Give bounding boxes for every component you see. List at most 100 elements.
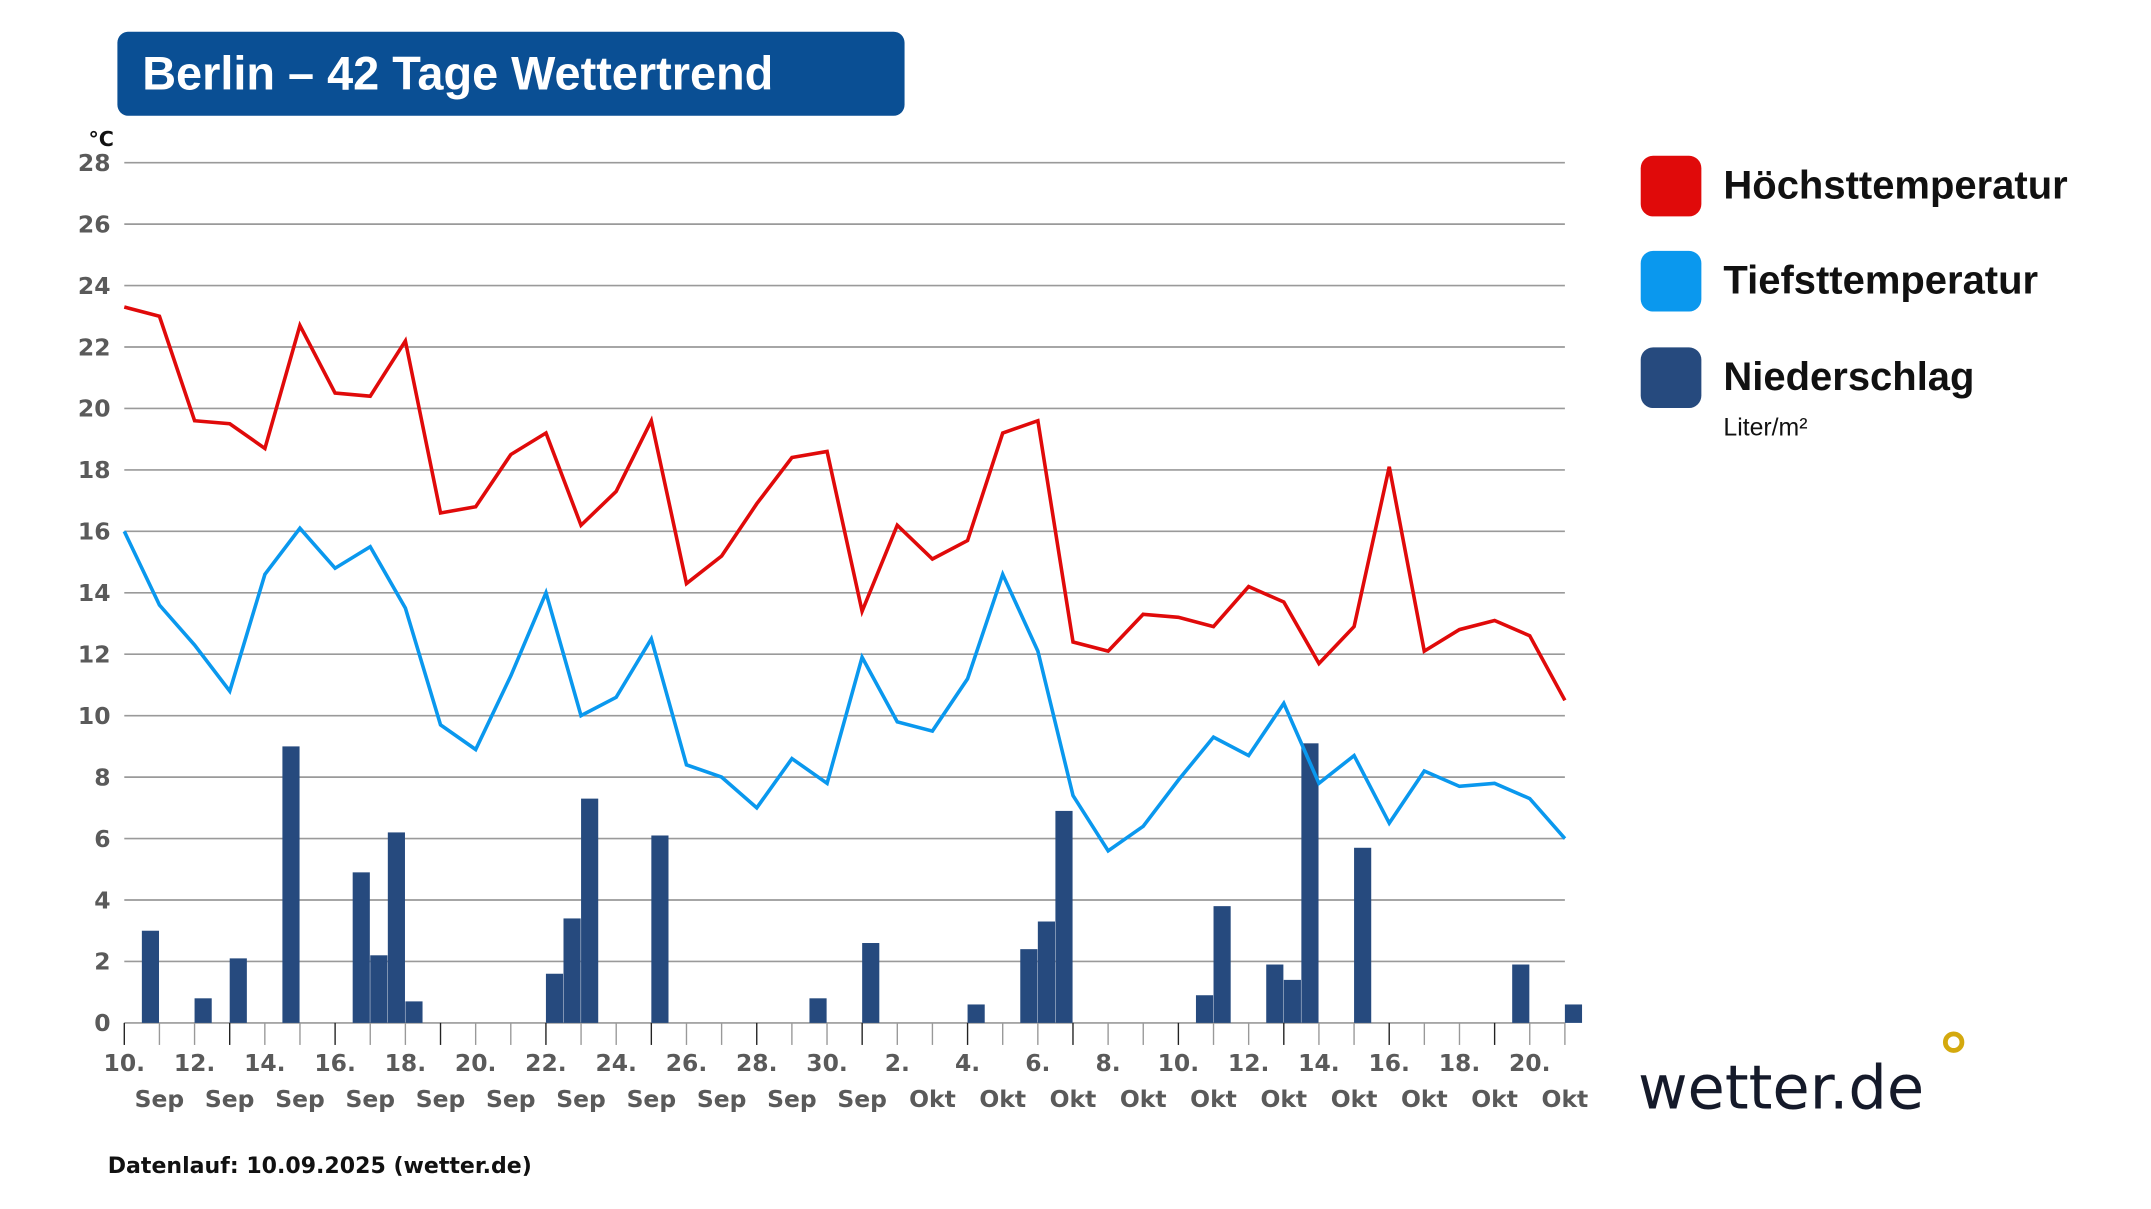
- x-tick-day: 22.: [525, 1049, 567, 1077]
- x-tick-month: Sep: [205, 1085, 255, 1113]
- x-tick-month: Okt: [1331, 1085, 1378, 1113]
- precipitation-bar: [651, 835, 669, 1023]
- x-tick-month: Sep: [135, 1085, 185, 1113]
- y-tick-label: 6: [94, 825, 110, 853]
- high-temperature-line: [123, 305, 1567, 702]
- y-tick-label: 0: [94, 1009, 110, 1037]
- precipitation-bar: [1055, 810, 1073, 1023]
- logo-ring-icon: [1942, 1031, 1965, 1053]
- y-tick-label: 28: [78, 149, 111, 177]
- x-tick-day: 30.: [806, 1049, 848, 1077]
- y-axis-unit: °C: [88, 127, 114, 151]
- title-background: [117, 31, 905, 116]
- logo-text: wetter.de: [1638, 1053, 1924, 1123]
- x-tick-day: 10.: [1158, 1049, 1200, 1077]
- precipitation-bar: [229, 958, 247, 1023]
- precipitation-bar: [563, 918, 581, 1023]
- y-tick-label: 8: [94, 763, 110, 791]
- y-tick-label: 24: [78, 272, 111, 300]
- x-tick-month: Okt: [1542, 1085, 1589, 1113]
- x-tick-day: 28.: [736, 1049, 778, 1077]
- x-axis: 10. Sep 12. Sep 14. Sep 16. Sep 18. Sep 20. Sep 22. S…: [104, 1022, 1589, 1113]
- x-tick-month: Okt: [1471, 1085, 1518, 1113]
- precipitation-bar: [1564, 1004, 1583, 1023]
- temperature-lines: [122, 305, 1567, 854]
- x-tick-month: Sep: [767, 1085, 817, 1113]
- x-tick-month: Sep: [837, 1085, 887, 1113]
- title-banner: Berlin – 42 Tage Wettertrend: [117, 31, 905, 116]
- x-tick-day: 6.: [1025, 1049, 1050, 1077]
- gridlines: [124, 161, 1565, 1024]
- x-tick-month: Sep: [486, 1085, 536, 1113]
- x-tick-month: Sep: [627, 1085, 677, 1113]
- precipitation-bar: [1283, 979, 1301, 1023]
- x-tick-day: 2.: [885, 1049, 910, 1077]
- x-tick-day: 12.: [1228, 1049, 1270, 1077]
- x-tick-month: Sep: [275, 1085, 325, 1113]
- precipitation-bar: [194, 998, 212, 1023]
- x-tick-month: Okt: [1401, 1085, 1448, 1113]
- x-tick-month: Okt: [909, 1085, 956, 1113]
- legend-label-high: Höchsttemperatur: [1723, 164, 2067, 208]
- precipitation-bar: [1266, 964, 1284, 1023]
- precipitation-bar: [141, 930, 160, 1023]
- x-tick-day: 18.: [1439, 1049, 1481, 1077]
- precipitation-bar: [1020, 949, 1038, 1023]
- x-tick-month: Sep: [345, 1085, 395, 1113]
- precipitation-bar: [581, 798, 599, 1023]
- x-tick-month: Okt: [1190, 1085, 1237, 1113]
- legend-swatch-high: [1640, 155, 1702, 217]
- y-tick-label: 18: [78, 456, 111, 484]
- x-tick-day: 20.: [1509, 1049, 1551, 1077]
- precipitation-bar: [967, 1004, 985, 1023]
- precipitation-bar: [370, 955, 388, 1023]
- precipitation-bar: [1512, 964, 1530, 1023]
- legend: Höchsttemperatur Tiefsttemperatur Nieder…: [1640, 155, 2068, 442]
- x-tick-day: 20.: [455, 1049, 496, 1077]
- x-tick-day: 14.: [244, 1049, 286, 1077]
- x-tick-day: 4.: [955, 1049, 980, 1077]
- wetter-de-logo: wetter.de: [1638, 1031, 1965, 1123]
- legend-precip-unit: Liter/m²: [1723, 415, 1807, 442]
- precipitation-bars: [141, 743, 1583, 1023]
- precipitation-bar: [862, 943, 880, 1023]
- x-tick-month: Okt: [1050, 1085, 1097, 1113]
- precipitation-bar: [1037, 921, 1055, 1023]
- legend-swatch-low: [1640, 250, 1702, 312]
- y-tick-label: 14: [78, 579, 111, 607]
- x-tick-day: 18.: [385, 1049, 427, 1077]
- x-tick-day: 16.: [314, 1049, 356, 1077]
- y-tick-label: 20: [78, 395, 111, 423]
- x-tick-day: 10.: [104, 1049, 146, 1077]
- precipitation-bar: [545, 973, 564, 1023]
- precipitation-bar: [387, 832, 405, 1023]
- y-tick-label: 26: [78, 210, 111, 238]
- y-tick-label: 2: [94, 948, 110, 976]
- legend-label-precip: Niederschlag: [1723, 355, 1974, 399]
- legend-item-high: Höchsttemperatur: [1640, 155, 2068, 217]
- x-tick-day: 8.: [1096, 1049, 1121, 1077]
- x-tick-day: 26.: [666, 1049, 708, 1077]
- low-temperature-line: [122, 525, 1567, 854]
- precipitation-bar: [352, 872, 370, 1023]
- legend-item-precip: Niederschlag Liter/m²: [1640, 347, 1974, 442]
- precipitation-bar: [405, 1001, 423, 1023]
- x-tick-day: 24.: [595, 1049, 637, 1077]
- x-tick-day: 14.: [1298, 1049, 1340, 1077]
- legend-label-low: Tiefsttemperatur: [1723, 259, 2038, 303]
- x-tick-month: Okt: [1120, 1085, 1167, 1113]
- legend-swatch-precip: [1640, 347, 1702, 409]
- precipitation-bar: [1213, 906, 1231, 1023]
- page-title: Berlin – 42 Tage Wettertrend: [142, 48, 773, 100]
- precipitation-bar: [809, 998, 827, 1023]
- x-tick-day: 16.: [1368, 1049, 1410, 1077]
- legend-item-low: Tiefsttemperatur: [1640, 250, 2038, 312]
- x-tick-month: Okt: [979, 1085, 1026, 1113]
- x-tick-month: Okt: [1260, 1085, 1307, 1113]
- x-tick-month: Sep: [697, 1085, 747, 1113]
- precipitation-bar: [282, 746, 300, 1023]
- data-run-footer: Datenlauf: 10.09.2025 (wetter.de): [108, 1154, 532, 1179]
- y-tick-label: 22: [78, 333, 111, 361]
